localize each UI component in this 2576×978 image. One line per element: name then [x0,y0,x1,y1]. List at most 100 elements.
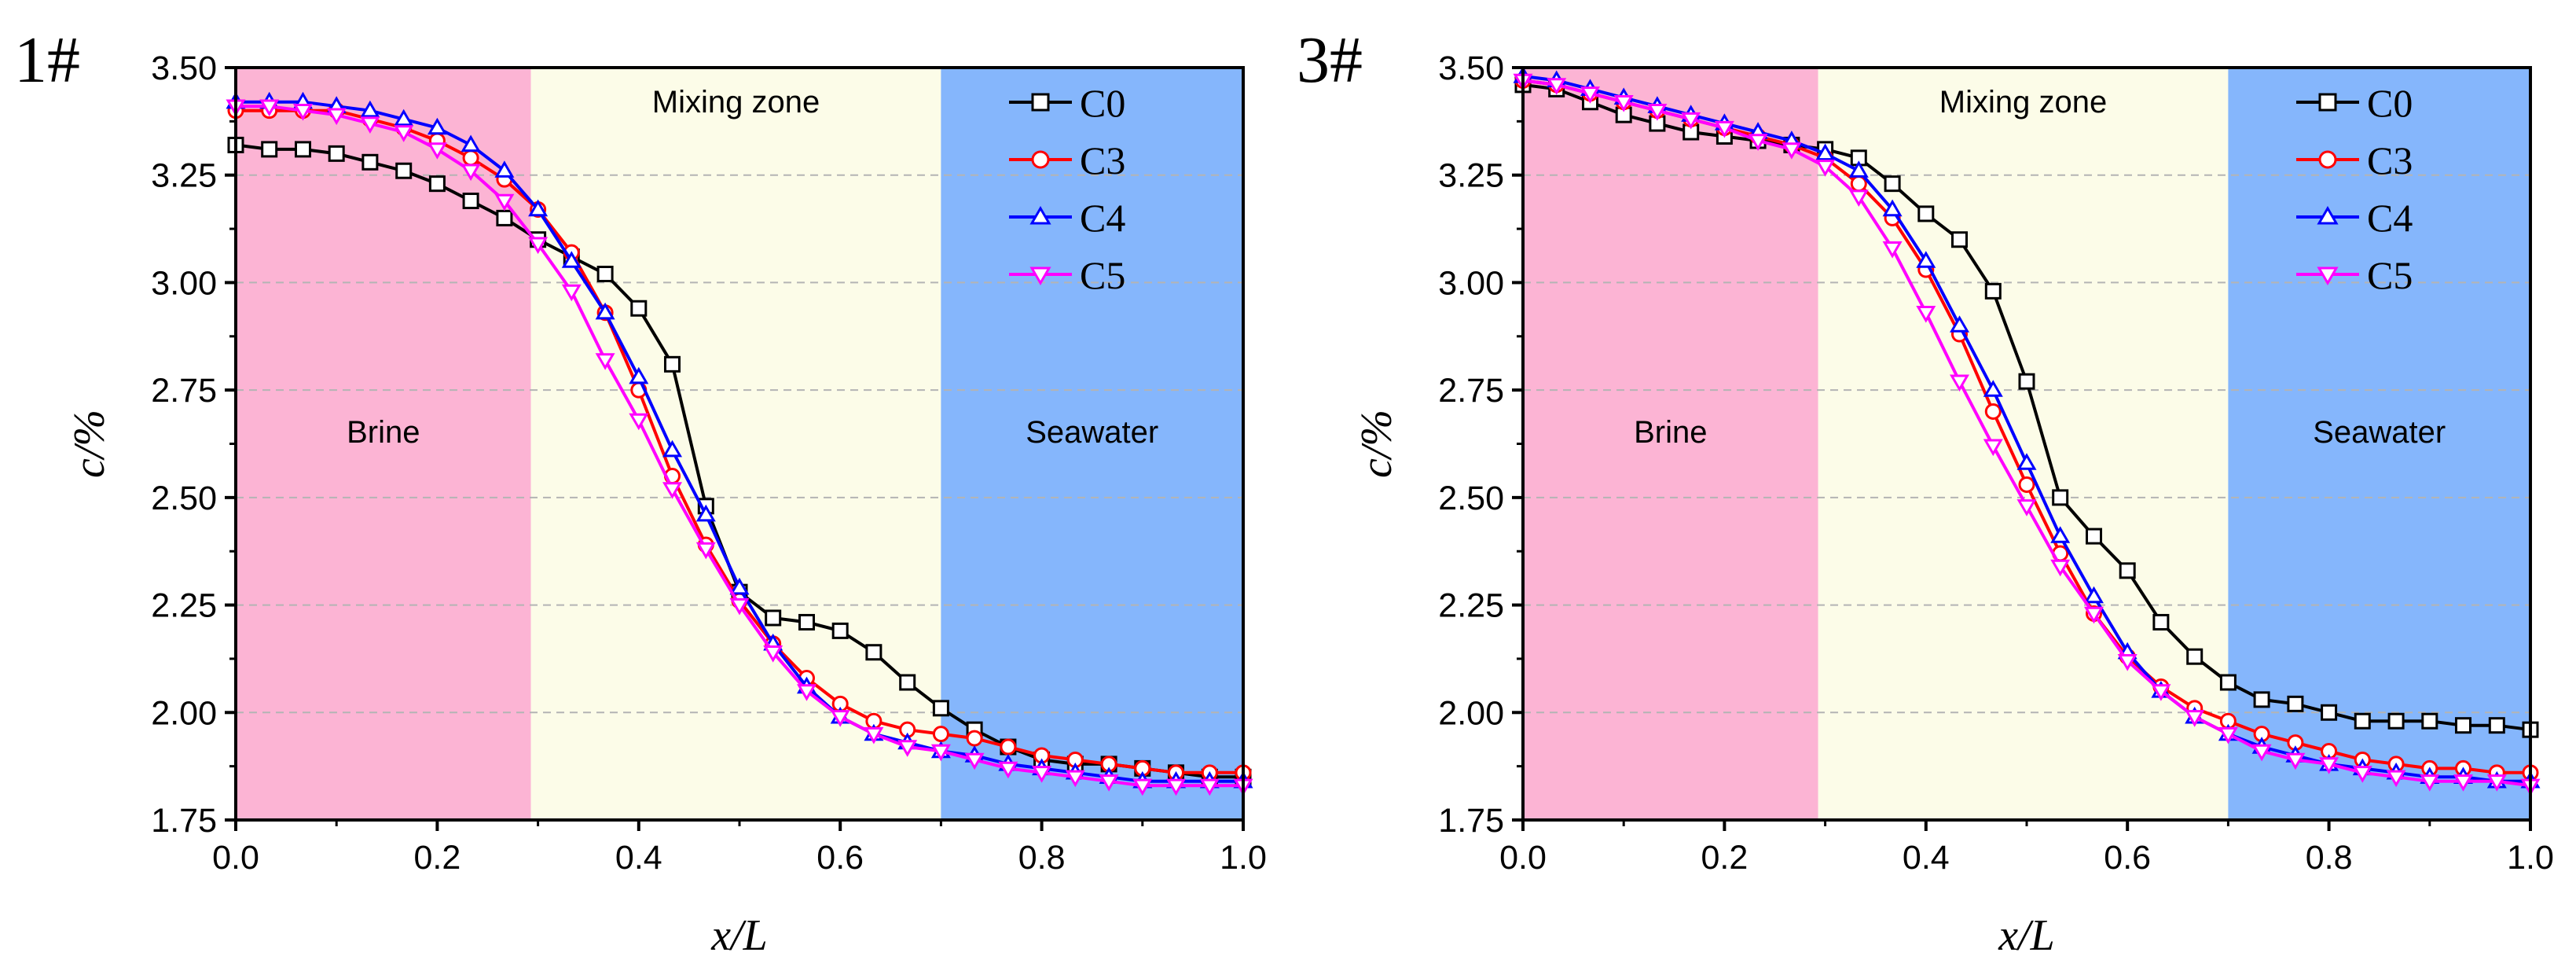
data-point-c0 [2253,691,2270,708]
x-tick-label: 0.0 [1499,839,1547,877]
chart-3: Brine Mixing zone Seawater 1.75 2.00 2.25 2.50… [1297,24,2554,960]
x-tick-label: 0.2 [414,839,461,877]
data-point-c5 [595,353,615,370]
panel-label: 1# [14,24,80,97]
region-label-brine: Brine [1634,415,1707,450]
data-point-c4 [595,302,615,320]
data-point-c5 [998,761,1018,779]
data-point-c5 [796,684,817,701]
data-point-c0 [2219,674,2237,691]
region-label-seawater: Seawater [2313,415,2446,450]
data-point-c5 [1099,774,1119,792]
data-point-c0 [496,209,513,226]
data-point-c4 [2016,453,2037,470]
data-point-c0 [2086,528,2103,545]
data-point-c5 [561,284,582,302]
data-point-c5 [2218,726,2238,745]
data-point-c5 [930,744,951,762]
data-point-c5 [1949,374,1970,392]
data-point-c4 [427,117,447,135]
data-point-c4 [729,577,750,595]
legend-marker-c5 [1029,267,1051,285]
data-point-c5 [830,710,850,727]
y-tick-label: 1.75 [151,802,217,840]
data-point-c5 [2050,559,2071,577]
data-point-c5 [360,116,380,134]
data-point-c4 [1983,380,2003,397]
legend-label-c3: C3 [1080,138,1125,182]
region-seawater [941,68,1243,820]
data-point-c0 [831,622,849,639]
data-point-c0 [765,609,782,627]
data-point-c5 [1647,104,1668,121]
legend-label-c5: C5 [2367,253,2413,297]
data-point-c5 [2285,752,2306,770]
x-axis-title: x/L [710,911,768,960]
data-point-c5 [662,482,683,499]
data-point-c5 [2453,774,2474,792]
data-point-c0 [2052,489,2069,506]
data-point-c5 [1916,306,1936,323]
data-point-c5 [2083,606,2104,624]
y-tick-label: 2.00 [1438,694,1504,732]
data-point-c3 [932,726,949,743]
data-point-c5 [2386,770,2406,788]
y-tick-label: 3.25 [1438,157,1504,195]
data-point-c5 [1199,778,1220,796]
y-tick-label: 3.25 [151,157,217,195]
legend-marker-c0 [2318,93,2337,112]
y-tick-label: 2.75 [151,372,217,410]
data-point-c5 [2016,499,2037,517]
y-tick-label: 3.00 [1438,264,1504,302]
data-point-c4 [1815,143,1836,161]
data-point-c5 [394,125,414,142]
legend-marker-c4 [1029,206,1051,225]
region-label-seawater: Seawater [1026,415,1158,450]
data-point-c0 [663,355,681,373]
region-label-mixing-zone: Mixing zone [1939,85,2107,119]
data-point-c4 [1949,315,1970,333]
data-point-c0 [1984,282,2002,300]
data-point-c0 [2152,613,2170,631]
data-point-c4 [1882,199,1903,217]
data-point-c5 [1132,778,1153,796]
data-point-c3 [462,149,479,167]
data-point-c0 [361,153,379,171]
data-point-c0 [2454,717,2471,734]
region-brine [1523,68,1818,820]
data-point-c0 [2321,704,2338,721]
region-seawater [2228,68,2530,820]
legend-marker-c3 [1031,150,1050,169]
chart-1: Brine Mixing zone Seawater 1.75 2.00 2.25 2.50… [14,24,1267,960]
data-point-c0 [2186,648,2204,665]
data-point-c5 [695,542,716,560]
data-point-c4 [394,108,414,127]
data-point-c0 [798,613,816,631]
data-point-c5 [1714,120,1734,138]
data-point-c5 [461,164,481,182]
x-tick-label: 0.4 [615,839,662,877]
data-point-c4 [2083,586,2104,604]
y-tick-label: 3.50 [1438,50,1504,87]
y-tick-label: 2.50 [1438,480,1504,517]
data-point-c4 [662,439,683,458]
x-tick-label: 0.6 [2104,839,2151,877]
data-point-c4 [2050,526,2071,543]
region-label-mixing-zone: Mixing zone [652,85,820,119]
y-tick-label: 2.75 [1438,372,1504,410]
data-point-c4 [695,504,716,522]
x-tick-label: 0.8 [1018,839,1066,877]
data-point-c5 [1032,766,1052,783]
data-point-c0 [2354,712,2371,730]
data-point-c0 [2119,562,2136,579]
data-point-c0 [1917,205,1935,222]
data-point-c0 [865,644,883,661]
data-point-c4 [461,134,481,153]
data-point-c5 [964,752,985,770]
data-point-c0 [1884,175,1901,193]
x-tick-label: 0.2 [1701,839,1749,877]
legend-marker-c5 [2317,267,2339,285]
data-point-c5 [2486,774,2507,792]
x-tick-label: 0.8 [2306,839,2353,877]
